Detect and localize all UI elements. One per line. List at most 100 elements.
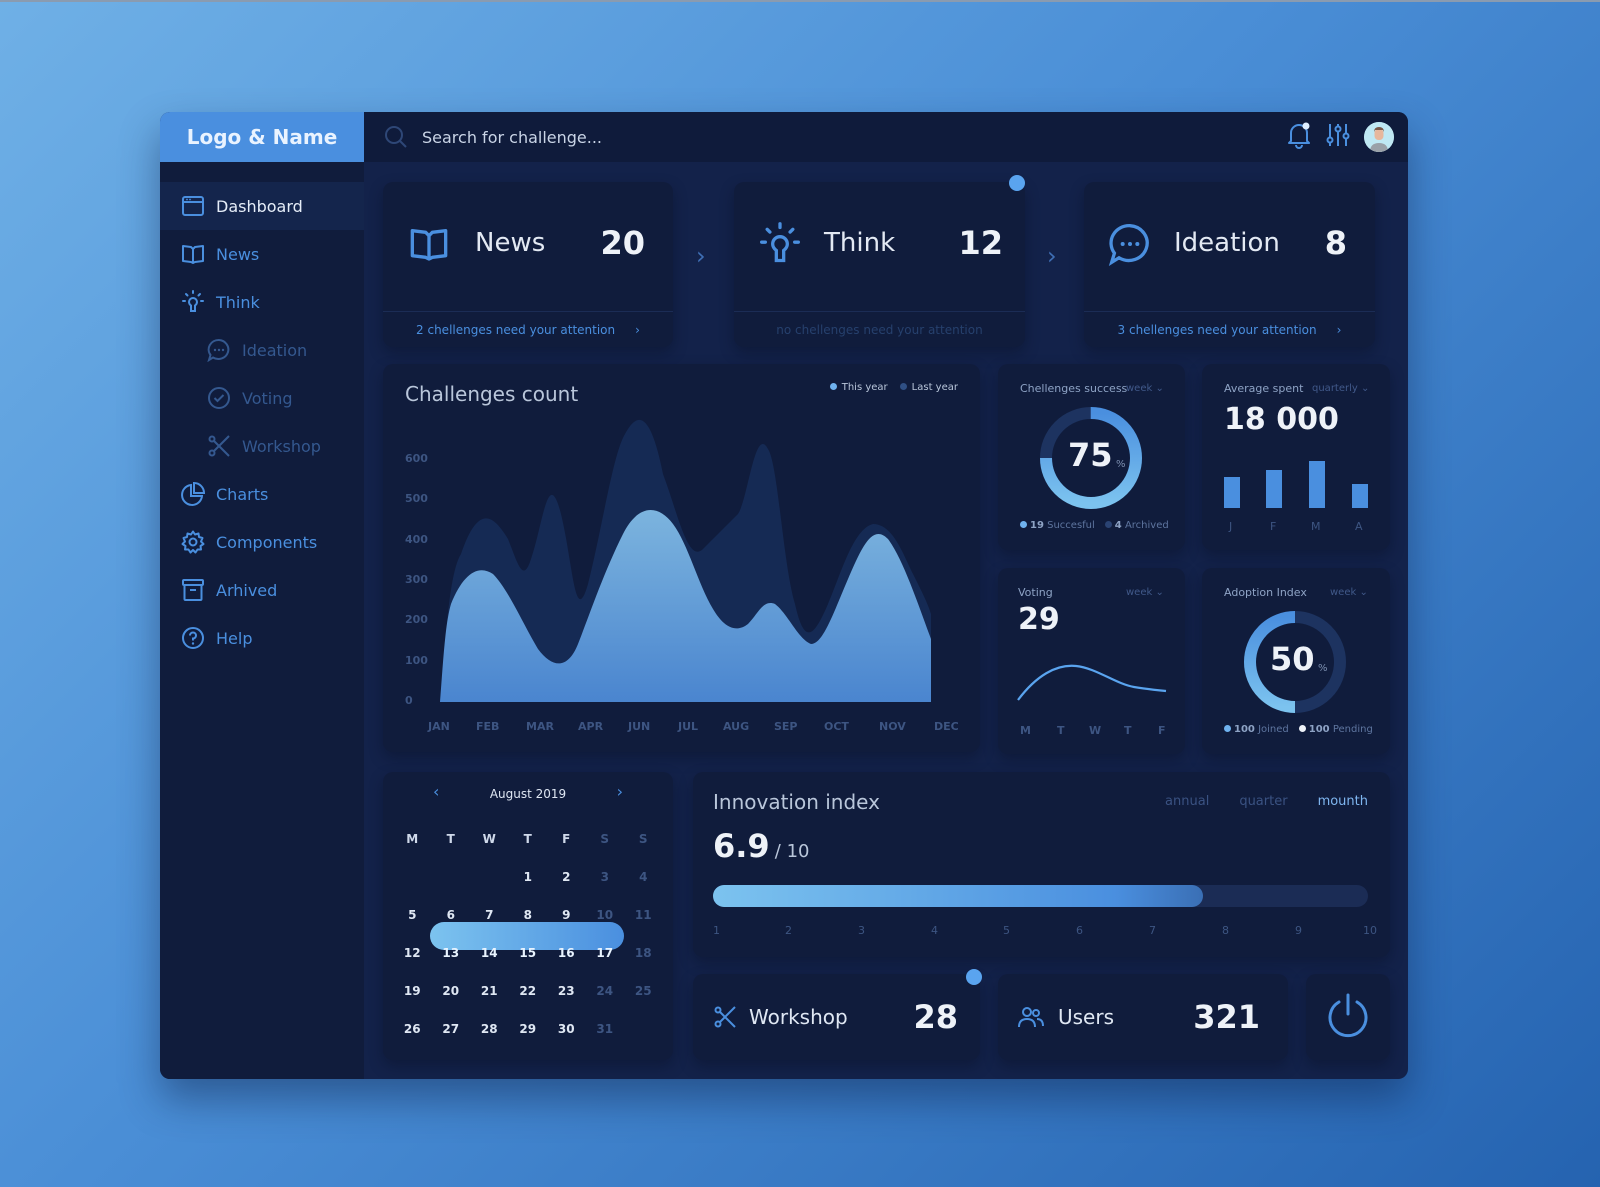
calendar-day[interactable]: 26 — [403, 1022, 421, 1036]
calendar-day[interactable]: 22 — [519, 984, 537, 998]
sidebar-item-components[interactable]: Components — [160, 518, 364, 566]
weekday-label: S — [638, 832, 648, 846]
scale-tick: 3 — [858, 924, 865, 937]
calendar-day[interactable]: 27 — [442, 1022, 460, 1036]
sidebar-item-help[interactable]: Help — [160, 614, 364, 662]
calendar-day[interactable]: 6 — [446, 908, 455, 922]
news-attention-link[interactable]: 2 chellenges need your attention › — [383, 311, 673, 347]
legend-this-year[interactable]: This year — [829, 382, 888, 393]
scale-tick: 7 — [1149, 924, 1156, 937]
calendar-next-button[interactable]: › — [616, 782, 623, 801]
scale-tick: 5 — [1003, 924, 1010, 937]
think-card[interactable]: Think 12 no chellenges need your attenti… — [734, 182, 1025, 347]
chevron-right-icon: › — [696, 242, 706, 270]
svg-text:JUL: JUL — [677, 720, 698, 733]
scale-tick: 4 — [931, 924, 938, 937]
sidebar-item-workshop[interactable]: Workshop — [160, 422, 364, 470]
calendar-day[interactable]: 31 — [596, 1022, 614, 1036]
calendar-day[interactable]: 5 — [408, 908, 417, 922]
chevron-down-icon: ⌄ — [1155, 383, 1164, 394]
calendar-day-selected[interactable]: 13 — [442, 946, 460, 960]
calendar-day[interactable]: 19 — [403, 984, 421, 998]
period-dropdown[interactable]: week ⌄ — [1330, 587, 1368, 598]
bar-label: F — [1270, 520, 1277, 533]
svg-text:AUG: AUG — [723, 720, 749, 733]
sidebar-item-news[interactable]: News — [160, 230, 364, 278]
logo[interactable]: Logo & Name — [160, 112, 364, 162]
weekday-label: S — [600, 832, 610, 846]
news-card[interactable]: News 20 2 chellenges need your attention… — [383, 182, 673, 347]
calendar-day[interactable]: 30 — [557, 1022, 575, 1036]
calendar-day-selected[interactable]: 16 — [557, 946, 575, 960]
sidebar-item-ideation[interactable]: Ideation — [160, 326, 364, 374]
chart-legend: This year Last year — [829, 382, 958, 393]
ideation-card[interactable]: Ideation 8 3 chellenges need your attent… — [1084, 182, 1375, 347]
tab-annual[interactable]: annual — [1165, 794, 1210, 809]
day-label: T — [1057, 724, 1065, 737]
calendar-week: 12 13 14 15 16 17 18 — [393, 934, 663, 972]
calendar-day[interactable]: 12 — [403, 946, 421, 960]
calendar-prev-button[interactable]: ‹ — [433, 782, 440, 801]
calendar-day[interactable]: 24 — [596, 984, 614, 998]
calendar-day[interactable]: 28 — [480, 1022, 498, 1036]
news-count: 20 — [600, 224, 645, 262]
ideation-attention-link[interactable]: 3 chellenges need your attention › — [1084, 311, 1375, 347]
calendar-day[interactable]: 8 — [523, 908, 532, 922]
average-spent-card: Average spent quarterly ⌄ 18 000 J F M A — [1202, 364, 1390, 550]
calendar-day[interactable]: 20 — [442, 984, 460, 998]
sliders-icon[interactable] — [1326, 121, 1350, 153]
sidebar-item-charts[interactable]: Charts — [160, 470, 364, 518]
chevron-right-icon: › — [1336, 322, 1342, 337]
calendar-day[interactable]: 3 — [600, 870, 609, 884]
svg-text:OCT: OCT — [824, 720, 849, 733]
legend-dot — [1104, 521, 1112, 528]
calendar-day[interactable]: 4 — [639, 870, 648, 884]
calendar-day-selected[interactable]: 15 — [519, 946, 537, 960]
calendar-day-selected[interactable]: 14 — [480, 946, 498, 960]
calendar-week: 26 27 28 29 30 31 — [393, 1010, 663, 1048]
calendar-day[interactable]: 23 — [557, 984, 575, 998]
scissors-icon — [713, 1005, 737, 1033]
sidebar-item-dashboard[interactable]: Dashboard — [160, 182, 364, 230]
average-value: 18 000 — [1224, 402, 1339, 437]
legend-dot — [829, 383, 837, 390]
power-button[interactable] — [1306, 974, 1390, 1060]
calendar-day[interactable]: 2 — [562, 870, 571, 884]
calendar-day[interactable]: 1 — [523, 870, 532, 884]
bell-icon[interactable] — [1286, 121, 1312, 153]
calendar-day-selected[interactable]: 17 — [596, 946, 614, 960]
calendar-day[interactable]: 29 — [519, 1022, 537, 1036]
calendar-day[interactable]: 25 — [634, 984, 652, 998]
notification-dot — [1009, 175, 1025, 191]
tab-month[interactable]: mounth — [1317, 794, 1368, 809]
svg-text:JAN: JAN — [427, 720, 450, 733]
users-card[interactable]: Users 321 — [998, 974, 1288, 1060]
sidebar-item-label: Help — [216, 628, 253, 648]
sidebar-item-archived[interactable]: Arhived — [160, 566, 364, 614]
calendar-day[interactable]: 7 — [485, 908, 494, 922]
avatar[interactable] — [1364, 122, 1394, 152]
day-label: M — [1020, 724, 1031, 737]
voting-card: Voting week ⌄ 29 M T W T F — [998, 568, 1185, 754]
period-dropdown[interactable]: week ⌄ — [1126, 587, 1164, 598]
calendar-day[interactable]: 9 — [562, 908, 571, 922]
news-attention-text: 2 chellenges need your attention — [416, 322, 616, 337]
workshop-card[interactable]: Workshop 28 — [693, 974, 980, 1060]
legend-last-year[interactable]: Last year — [899, 382, 958, 393]
calendar-day[interactable]: 10 — [596, 908, 614, 922]
calendar-day[interactable]: 18 — [634, 946, 652, 960]
period-dropdown[interactable]: week ⌄ — [1126, 383, 1164, 394]
search-input[interactable] — [422, 124, 922, 150]
tab-quarter[interactable]: quarter — [1239, 794, 1288, 809]
innovation-value: 6.9 — [713, 827, 770, 865]
period-dropdown[interactable]: quarterly ⌄ — [1312, 383, 1369, 394]
sidebar-item-voting[interactable]: Voting — [160, 374, 364, 422]
calendar-day[interactable]: 11 — [634, 908, 652, 922]
sidebar-item-think[interactable]: Think — [160, 278, 364, 326]
book-icon — [180, 241, 206, 267]
legend-label: Succesful — [1047, 520, 1095, 531]
book-icon — [409, 226, 449, 266]
calendar-day[interactable]: 21 — [480, 984, 498, 998]
chevron-right-icon: › — [635, 322, 640, 337]
period-label: quarterly — [1312, 383, 1358, 394]
